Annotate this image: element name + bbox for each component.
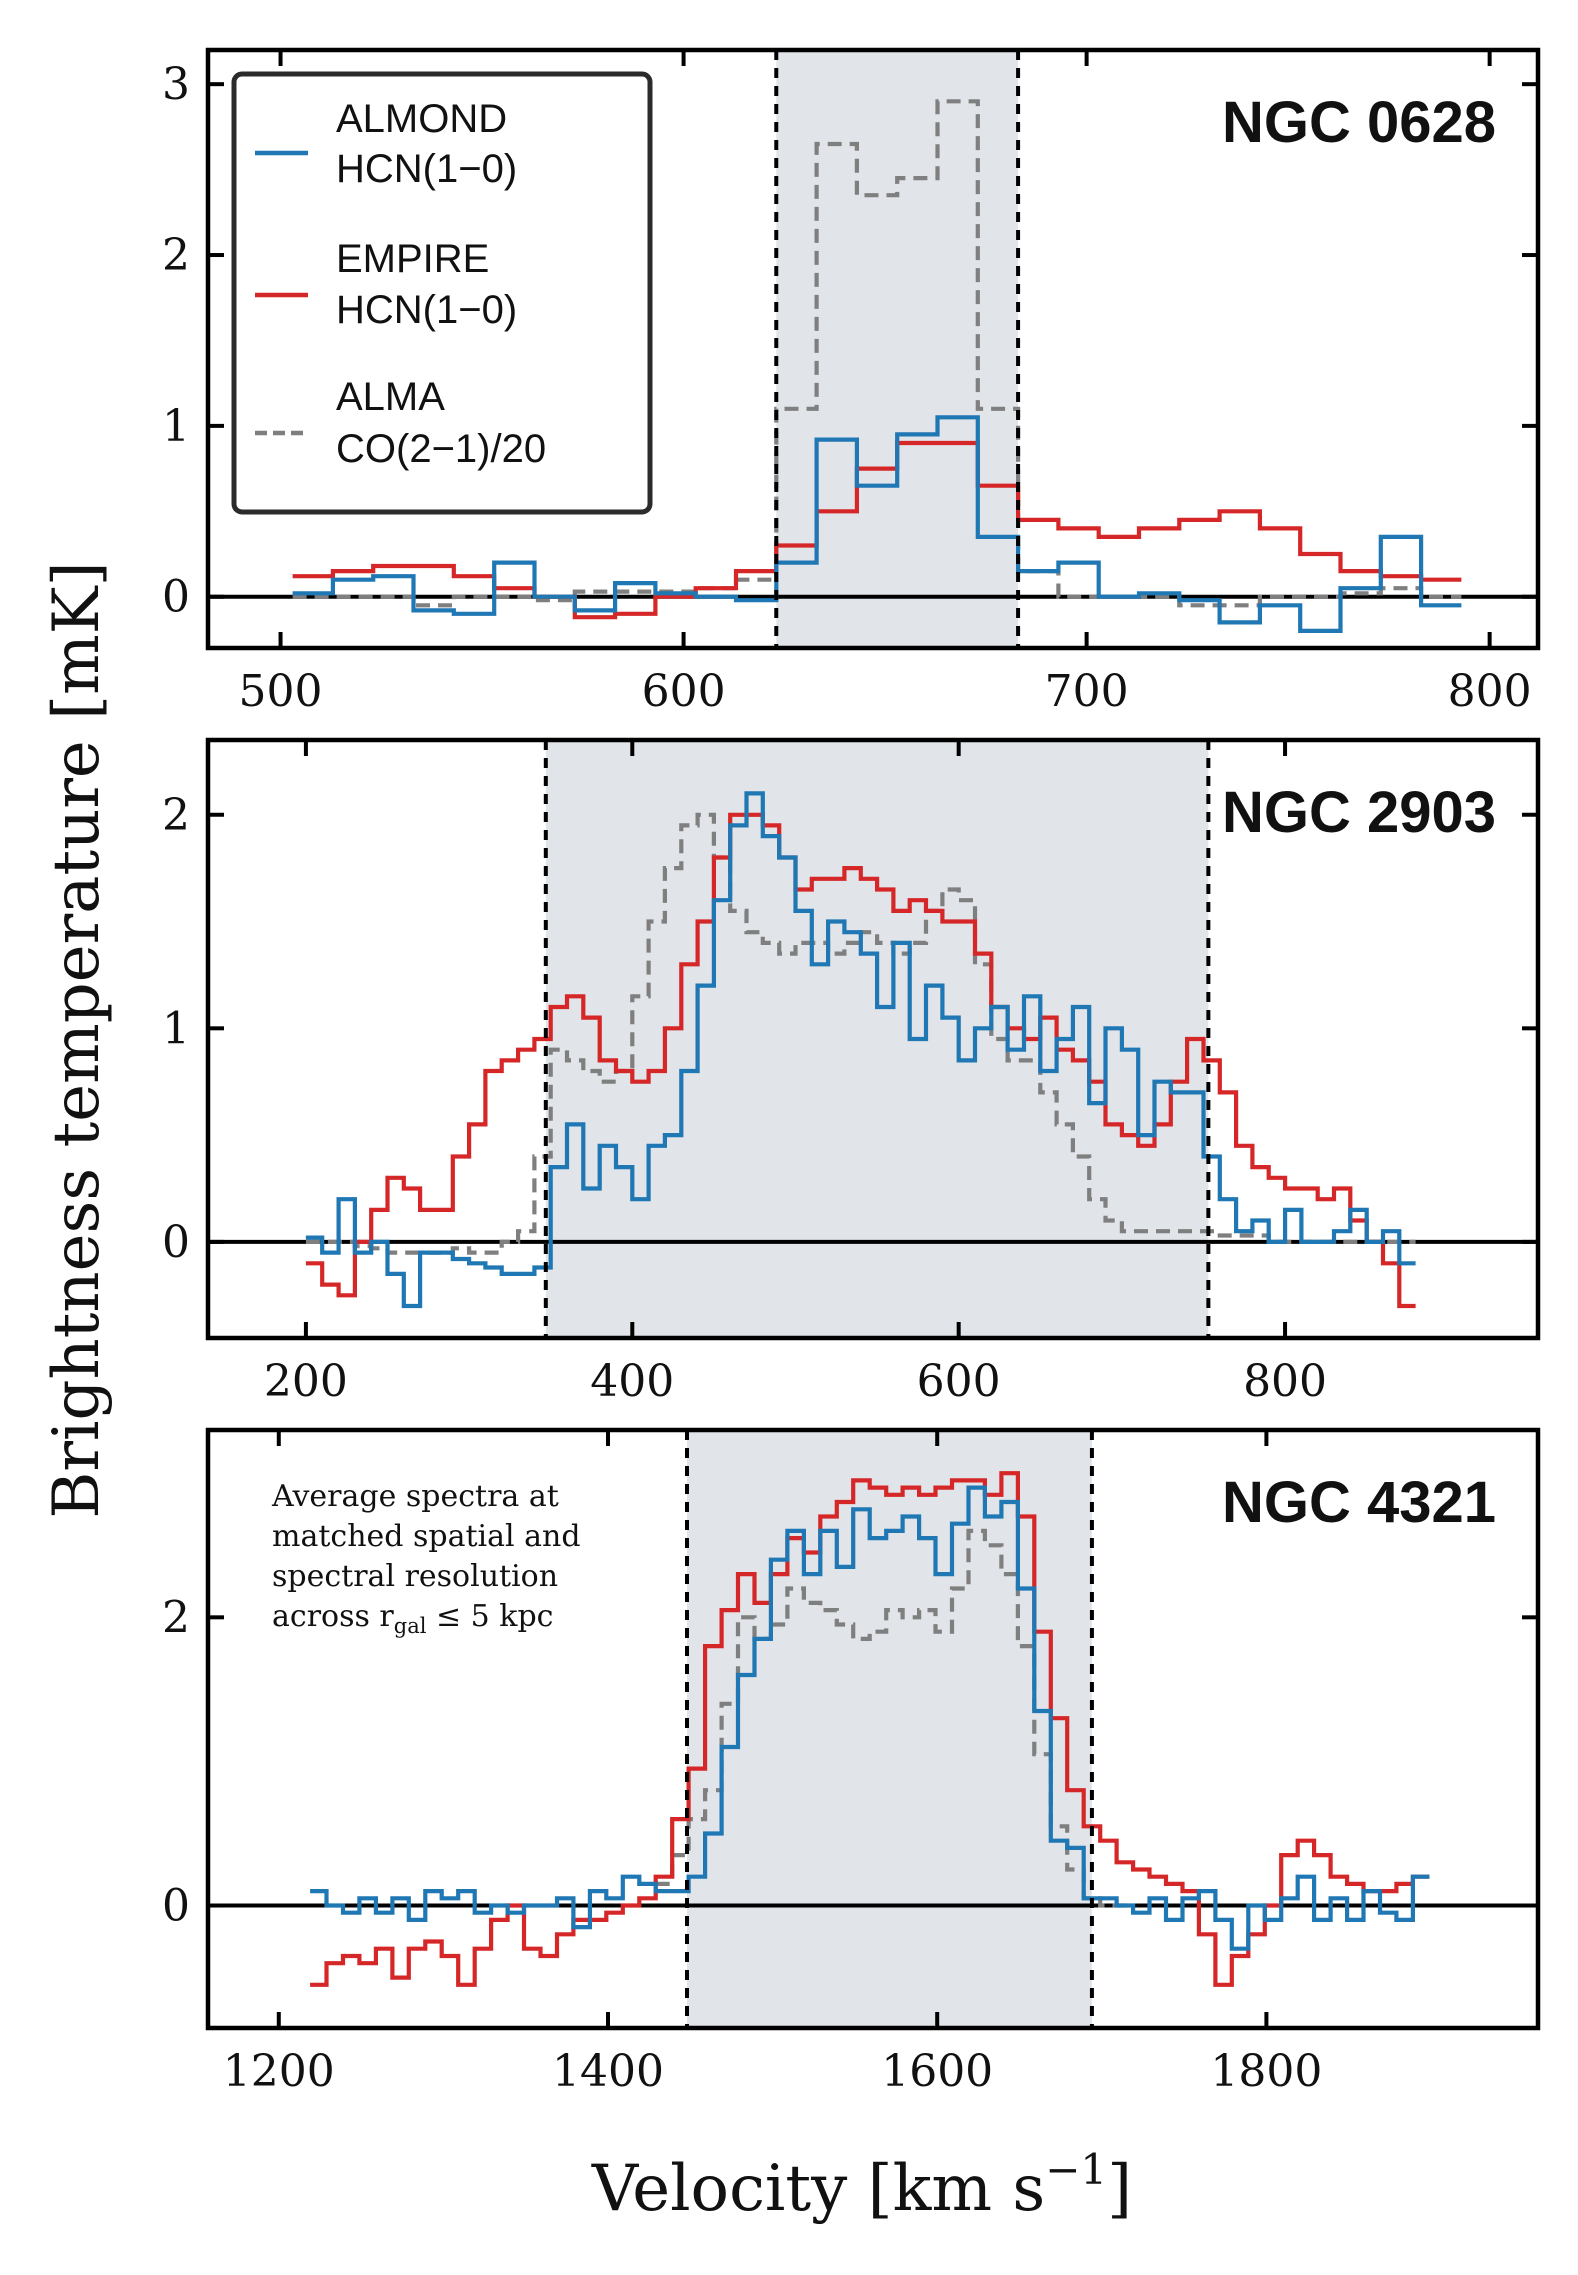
y-tick-label: 2 — [162, 230, 190, 281]
galaxy-label: NGC 4321 — [1222, 1470, 1496, 1535]
legend-label-co-2: CO(2−1)/20 — [336, 427, 546, 471]
legend-label-empire-2: HCN(1−0) — [336, 288, 517, 332]
y-tick-label: 2 — [162, 1592, 190, 1643]
x-tick-label: 1400 — [552, 2046, 664, 2097]
panel-2: 200 400 600 800 0 1 2 NGC 2903 — [162, 737, 1541, 1407]
y-tick-label: 1 — [162, 1003, 190, 1054]
annotation-line-1: Average spectra at — [271, 1479, 559, 1514]
x-tick-label: 700 — [1045, 666, 1129, 717]
annotation-line-3: spectral resolution — [272, 1559, 558, 1594]
series-line-empire — [305, 812, 1416, 1309]
legend-label-almond-1: ALMOND — [336, 97, 507, 141]
y-axis-label: Brightness temperature [mK] — [40, 561, 114, 1518]
y-tick-label: 1 — [162, 401, 190, 452]
series-line-almond — [305, 791, 1416, 1309]
x-tick-label: 1200 — [223, 2046, 335, 2097]
y-tick-label: 2 — [162, 790, 190, 841]
series-line-almond — [292, 415, 1462, 633]
x-axis-label: Velocity [km s−1] — [591, 2145, 1132, 2226]
y-tick-label: 0 — [162, 1217, 190, 1268]
y-tick-label: 0 — [162, 572, 190, 623]
axes-frame — [205, 47, 1541, 651]
x-tick-label: 600 — [642, 666, 726, 717]
x-tick-label: 800 — [1243, 1356, 1327, 1407]
y-tick-label: 3 — [162, 59, 190, 110]
x-tick-label: 600 — [917, 1356, 1001, 1407]
series-group — [310, 1471, 1430, 1987]
legend-box — [231, 71, 653, 515]
integration-window — [776, 50, 1019, 648]
x-tick-label: 1600 — [881, 2046, 993, 2097]
galaxy-label: NGC 0628 — [1222, 90, 1496, 155]
series-line-almond — [310, 1485, 1430, 1951]
axes-frame — [205, 737, 1541, 1341]
series-line-empire — [310, 1471, 1430, 1987]
integration-window — [686, 1430, 1092, 2028]
x-tick-label: 1800 — [1210, 2046, 1322, 2097]
legend-label-empire-1: EMPIRE — [336, 237, 489, 281]
y-tick-label: 0 — [162, 1881, 190, 1932]
axes-frame — [205, 1427, 1541, 2031]
series-line-empire — [292, 440, 1462, 620]
x-tick-label: 400 — [590, 1356, 674, 1407]
annotation-line-2: matched spatial and — [272, 1519, 581, 1554]
legend-label-co-1: ALMA — [336, 375, 445, 419]
legend: ALMOND HCN(1−0) EMPIRE HCN(1−0) ALMA CO(… — [231, 71, 653, 515]
x-tick-label: 200 — [264, 1356, 348, 1407]
series-group — [292, 99, 1462, 633]
series-line-co — [292, 99, 1462, 608]
annotation-line-4: across rgal ≤ 5 kpc — [272, 1599, 553, 1638]
x-tick-label: 500 — [239, 666, 323, 717]
annotation: Average spectra at matched spatial and s… — [271, 1479, 581, 1638]
series-group — [305, 791, 1416, 1309]
panel-1: 500 600 700 800 0 1 2 3 NGC 0628 — [162, 47, 1541, 717]
integration-window — [545, 740, 1209, 1338]
x-tick-label: 800 — [1448, 666, 1532, 717]
legend-label-almond-2: HCN(1−0) — [336, 147, 517, 191]
panel-3: 1200 1400 1600 1800 0 2 NGC 4321 — [162, 1427, 1541, 2097]
galaxy-label: NGC 2903 — [1222, 780, 1496, 845]
